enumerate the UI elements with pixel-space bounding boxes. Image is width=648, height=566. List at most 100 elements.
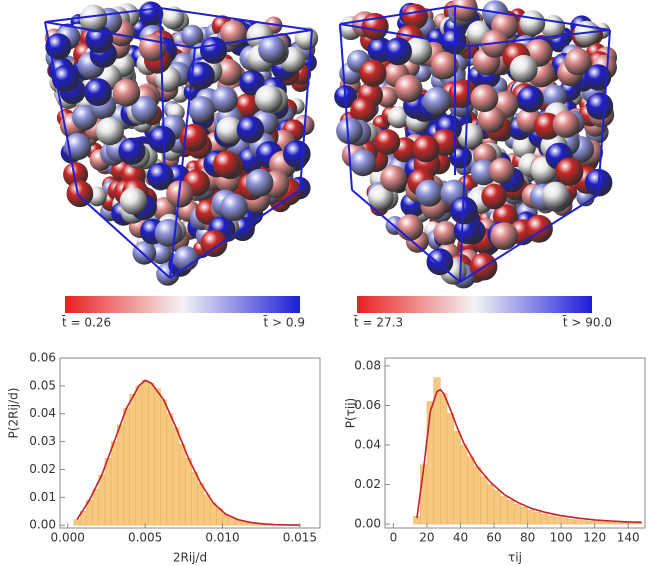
sphere: [555, 157, 584, 186]
sphere: [216, 116, 244, 144]
sphere: [173, 246, 199, 271]
y-tick-label: 0.04: [354, 437, 381, 451]
bar: [500, 496, 508, 525]
sphere: [236, 115, 265, 144]
sphere: [490, 222, 519, 251]
x-tick-label: 0.010: [205, 531, 239, 545]
colorbar: [65, 296, 300, 313]
sphere: [440, 28, 467, 55]
x-tick-label: 0: [390, 531, 398, 545]
sphere: [146, 162, 174, 190]
cube-edge: [169, 189, 301, 279]
cube-edge: [339, 23, 471, 47]
bar: [480, 476, 488, 525]
y-tick-label: 0.06: [354, 398, 381, 412]
sphere: [51, 65, 80, 93]
cube-edge: [469, 29, 611, 47]
sphere: [584, 64, 612, 91]
bar: [628, 522, 636, 525]
plot-frame: [384, 357, 646, 529]
cube-edge: [77, 194, 171, 279]
cube-edge: [339, 23, 353, 191]
cube-edge: [299, 29, 313, 191]
sphere: [552, 110, 580, 138]
sphere: [239, 69, 265, 96]
y-axis-label: P(τij): [344, 398, 358, 429]
sphere: [359, 59, 387, 87]
sphere: [423, 87, 452, 115]
y-tick-label: 0.03: [29, 434, 56, 448]
bar: [203, 494, 211, 526]
bar: [104, 458, 112, 526]
bar: [534, 511, 542, 525]
sphere: [387, 106, 410, 129]
bar: [135, 385, 143, 526]
bar: [574, 519, 582, 525]
sphere: [258, 35, 287, 64]
sphere: [79, 4, 108, 33]
bar: [594, 521, 602, 525]
sphere: [453, 217, 481, 244]
y-tick-label: 0.02: [354, 477, 381, 491]
y-tick-label: 0.01: [29, 490, 56, 504]
sphere: [220, 193, 248, 221]
sphere: [200, 230, 228, 257]
bar: [527, 510, 535, 525]
sphere: [234, 93, 260, 119]
sphere: [66, 180, 94, 208]
bar: [172, 427, 180, 526]
bar: [166, 413, 174, 526]
bar: [466, 456, 475, 525]
sphere: [517, 85, 544, 113]
bar: [92, 488, 99, 526]
bar: [587, 520, 595, 525]
cube-edge: [169, 47, 196, 279]
sphere: [148, 125, 176, 154]
x-tick-label: 140: [617, 531, 640, 545]
sphere: [433, 220, 458, 246]
bar: [191, 472, 198, 526]
bar: [614, 522, 622, 525]
bar: [98, 474, 106, 526]
colorbar-max-label: t̄ > 0.9: [263, 315, 305, 329]
sphere: [212, 150, 241, 178]
sphere: [431, 51, 459, 80]
sphere: [96, 117, 124, 146]
sphere: [412, 135, 440, 163]
x-tick-label: 0.000: [51, 531, 85, 545]
sphere: [542, 181, 570, 209]
sphere: [368, 184, 394, 211]
bar: [209, 502, 217, 526]
sphere: [118, 137, 146, 165]
bar: [185, 458, 192, 526]
sphere: [415, 179, 443, 207]
bar: [560, 517, 569, 525]
y-tick-label: 0.00: [354, 517, 381, 531]
sphere: [380, 165, 407, 192]
cube-edge: [454, 5, 611, 31]
sphere: [384, 37, 412, 66]
y-tick-label: 0.02: [29, 462, 56, 476]
sphere: [188, 96, 216, 123]
bar: [129, 394, 137, 526]
sphere: [161, 6, 185, 30]
bar: [440, 393, 448, 525]
sphere: [349, 149, 377, 177]
bar: [567, 518, 575, 525]
fit-curve: [416, 388, 642, 524]
y-tick-label: 0.00: [29, 518, 56, 532]
cube-edge: [194, 29, 313, 49]
x-tick-label: 0.005: [128, 531, 162, 545]
x-tick-label: 40: [453, 531, 468, 545]
cube-edge: [159, 7, 313, 31]
bar: [73, 519, 81, 526]
y-tick-label: 0.06: [29, 351, 56, 365]
sphere: [112, 79, 141, 107]
x-tick-label: 60: [486, 531, 501, 545]
sphere: [181, 24, 204, 47]
cube-edge: [459, 45, 471, 283]
bar: [487, 484, 495, 525]
bar: [540, 513, 548, 525]
